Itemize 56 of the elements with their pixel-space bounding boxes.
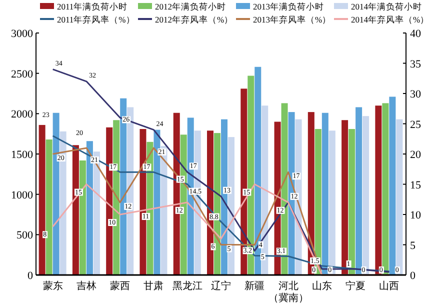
x-tick-label: 甘肃 (144, 280, 164, 292)
bar (262, 106, 268, 275)
legend-label: 2011年满负荷小时 (57, 2, 128, 12)
bar (154, 130, 160, 275)
bar (342, 120, 348, 275)
x-tick-label: 河北（冀南） (268, 280, 308, 304)
y2-tick-label: 25 (410, 118, 422, 131)
bar (375, 106, 382, 275)
y-tick-label: 1500 (11, 149, 34, 161)
legend-label: 2014年满负荷小时 (351, 2, 422, 12)
x-tick-label: 蒙东 (42, 280, 63, 292)
legend-label: 2013年满负荷小时 (253, 2, 324, 12)
bar (46, 139, 52, 275)
legend-label: 2012年弃风率（%） (155, 14, 234, 24)
y-tick-label: 1000 (11, 189, 34, 202)
bar (396, 119, 403, 275)
y-tick-label: 0 (28, 270, 34, 282)
legend-label: 2014年弃风率（%） (351, 14, 430, 24)
x-tick-label: 吉林 (76, 280, 96, 292)
x-tick-label: 辽宁 (211, 280, 231, 292)
bar (382, 103, 389, 275)
bar (362, 116, 370, 275)
bar (93, 152, 100, 275)
bar (328, 130, 336, 275)
x-tick-label: 山东 (312, 280, 332, 292)
bar (160, 146, 168, 275)
y-tick-label: 2000 (11, 108, 34, 121)
y-tick-label: 500 (16, 230, 34, 242)
y2-tick-label: 40 (410, 28, 422, 40)
y-tick-label: 3000 (11, 28, 34, 40)
y2-tick-label: 10 (410, 210, 422, 222)
y2-tick-label: 35 (410, 58, 422, 70)
y2-tick-label: 5 (410, 240, 416, 252)
x-tick-label: 宁夏 (346, 280, 366, 292)
x-tick-label: 山西 (379, 280, 400, 292)
y2-tick-label: 30 (410, 88, 422, 100)
bar (322, 112, 328, 275)
bar (38, 124, 46, 275)
bar (52, 112, 60, 275)
y2-tick-label: 20 (410, 149, 422, 161)
x-tick-label: 蒙西 (110, 280, 130, 292)
y-tick-label: 2500 (11, 68, 34, 80)
bar (348, 128, 356, 275)
bar (60, 131, 66, 275)
bar (356, 107, 362, 275)
line-series (52, 68, 390, 273)
x-tick-label: 黑龙江 (172, 280, 202, 292)
legend-label: 2011年弃风率（%） (57, 14, 135, 24)
legend-label: 2012年满负荷小时 (155, 2, 226, 12)
x-tick-label: 新疆 (244, 280, 265, 292)
y2-tick-label: 0 (410, 270, 416, 282)
y2-tick-label: 15 (410, 179, 422, 192)
legend-label: 2013年弃风率（%） (253, 14, 332, 24)
bar (254, 66, 262, 275)
bar (389, 96, 396, 275)
bar (86, 141, 93, 275)
